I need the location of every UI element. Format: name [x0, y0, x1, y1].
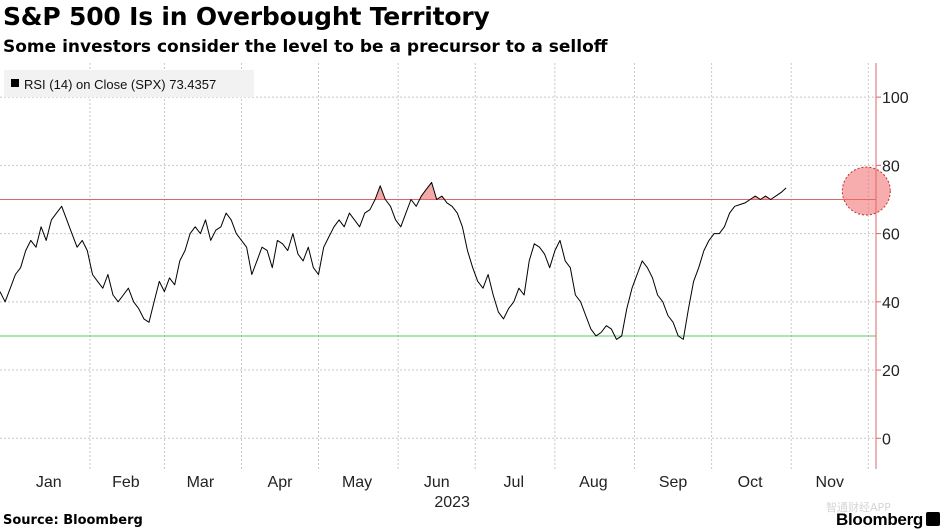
chart-title: S&P 500 Is in Overbought Territory: [3, 2, 490, 31]
x-tick-label: Jul: [504, 474, 524, 491]
x-tick-label: Apr: [268, 474, 294, 491]
bloomberg-logo: Bloomberg: [836, 510, 940, 530]
x-tick-label: Oct: [738, 474, 763, 491]
overbought-fill: [750, 196, 761, 200]
x-tick-label: Mar: [187, 474, 215, 491]
y-tick-label: 40: [882, 295, 900, 312]
legend-label: RSI (14) on Close (SPX) 73.4357: [24, 77, 216, 92]
legend-swatch: [11, 79, 19, 87]
x-tick-label: Nov: [816, 474, 844, 491]
source-note: Source: Bloomberg: [3, 513, 143, 528]
year-label: 2023: [434, 494, 470, 511]
y-tick-label: 20: [882, 363, 900, 380]
y-tick-label: 0: [882, 431, 891, 448]
y-tick-label: 100: [882, 90, 909, 107]
reference-lines: [0, 198, 876, 337]
x-tick-label: Feb: [112, 474, 140, 491]
overbought-fill: [375, 185, 386, 200]
logo-mark-icon: [926, 512, 940, 526]
x-tick-label: Aug: [579, 474, 607, 491]
axes: 0 20 40 60 80 100 Jan Feb Mar Apr May Jun Jul Aug Sep O…: [36, 63, 909, 491]
chart-subtitle: Some investors consider the level to be …: [3, 37, 608, 57]
overbought-highlight-circle: [841, 166, 891, 216]
grid-lines: [0, 63, 876, 469]
rsi-series-line: [0, 181, 787, 340]
watermark-text: 智通财经APP: [826, 501, 891, 514]
x-tick-label: Jan: [36, 474, 62, 491]
x-tick-label: Sep: [659, 474, 688, 491]
legend-box: RSI (14) on Close (SPX) 73.4357: [4, 70, 254, 97]
overbought-fills: [375, 182, 787, 200]
x-tick-label: May: [342, 474, 372, 491]
y-tick-label: 80: [882, 158, 900, 175]
y-tick-label: 60: [882, 227, 900, 244]
x-tick-label: Jun: [424, 474, 450, 491]
logo-text: Bloomberg: [835, 510, 923, 529]
overbought-fill: [760, 196, 771, 200]
